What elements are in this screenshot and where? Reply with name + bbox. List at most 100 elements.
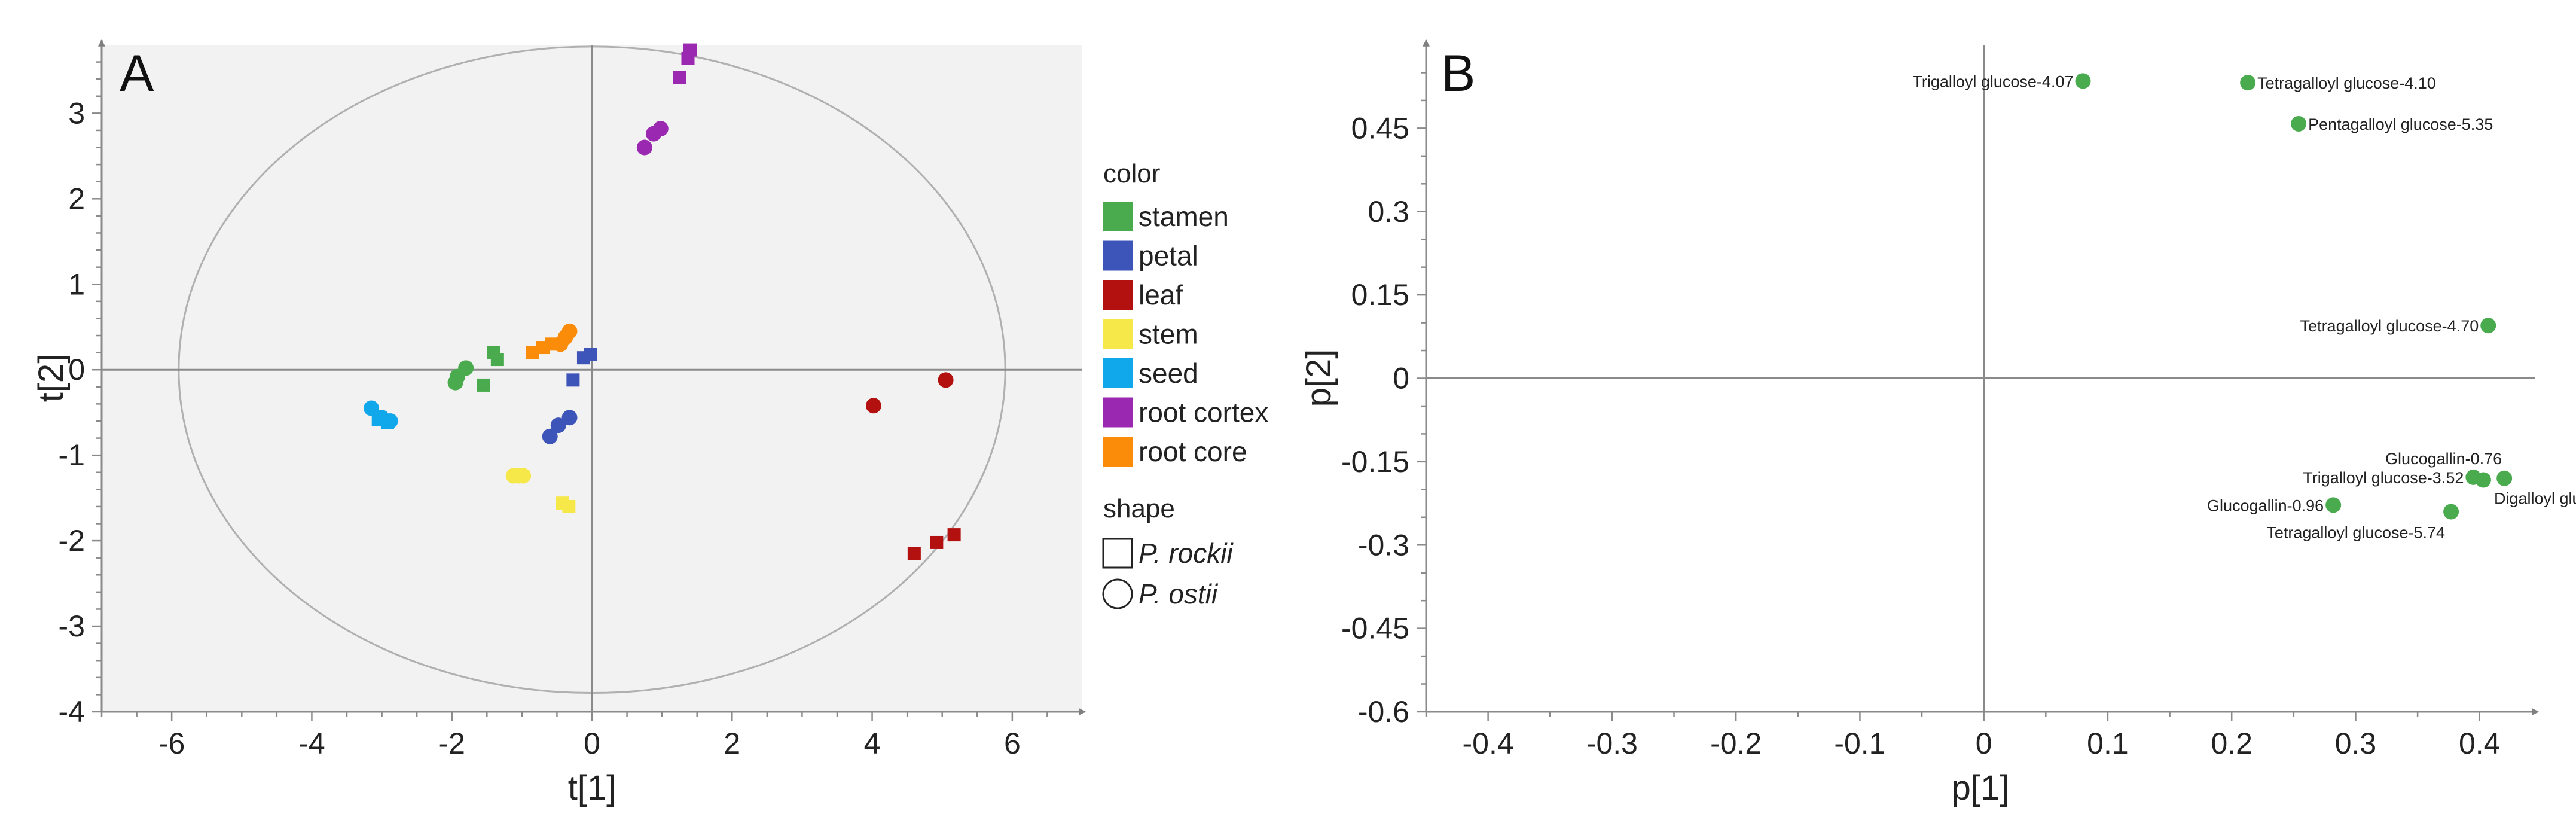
point-root-core-p-rockii (526, 346, 539, 359)
plot-b-x-tick-label: 0.3 (2335, 727, 2377, 760)
point-stem-p-rockii (562, 499, 576, 513)
point-leaf-p-rockii (907, 547, 921, 560)
plot-a-x-tick-label: -6 (158, 727, 185, 760)
plot-a-x-axis-label: t[1] (568, 769, 616, 807)
legend-shape-title: shape (1103, 494, 1175, 523)
point-leaf-p-ostii (865, 398, 881, 414)
plot-b-x-tick-label: -0.3 (1586, 727, 1638, 760)
plot-b-y-axis-label: p[2] (1299, 349, 1338, 407)
legend-swatch-root-cortex (1103, 397, 1133, 428)
legend-label-petal: petal (1139, 240, 1198, 272)
plot-a-y-tick-label: -3 (59, 609, 85, 643)
plot-a-x-tick-label: 6 (1004, 727, 1021, 760)
plot-a-ticks: -6 -4 -2 0 2 4 6 -4 -3 -2 -1 0 1 2 3 (59, 61, 1048, 760)
loading-label-pentagalloyl-glucose-5-35: Pentagalloyl glucose-5.35 (2308, 115, 2493, 133)
legend-label-p-rockii: P. rockii (1139, 538, 1234, 569)
plot-b-y-tick-label: -0.6 (1358, 695, 1409, 728)
plot-a-x-tick-label: 0 (584, 727, 600, 760)
plot-a-points (364, 43, 961, 560)
legend-swatch-root-core (1103, 437, 1133, 467)
legend-swatch-seed (1103, 358, 1133, 388)
point-petal-p-ostii (561, 410, 578, 426)
plot-a-x-tick-label: 4 (864, 727, 881, 760)
plot-b-y-tick-label: 0.3 (1368, 195, 1409, 228)
plot-a-x-tick-label: -4 (298, 727, 325, 760)
loading-point-digalloyl-glucose-1-92 (2475, 472, 2491, 488)
legend-label-stamen: stamen (1139, 201, 1229, 232)
loading-point-glucogallin-0-76 (2496, 470, 2513, 486)
plot-b-y-tick-label: 0.45 (1351, 111, 1409, 145)
point-petal-p-rockii (566, 373, 580, 387)
legend-shape-items: P. rockii P. ostii (1102, 538, 1234, 609)
panel-b-loading-plot: -0.4 -0.3 -0.2 -0.1 0 0.1 0.2 0.3 0.4 -0.6 -0.45 -0… (1299, 39, 2576, 807)
loading-point-tetragalloyl-glucose-5-74 (2443, 504, 2459, 520)
legend-label-leaf: leaf (1139, 279, 1183, 310)
loading-point-glucogallin-0-96 (2325, 497, 2342, 513)
point-petal-p-rockii (576, 351, 590, 365)
plot-a-y-tick-label: -1 (59, 438, 85, 472)
legend-swatch-leaf (1103, 280, 1133, 310)
point-leaf-p-rockii (930, 535, 944, 549)
legend-swatch-petal (1103, 240, 1133, 271)
point-stamen-p-ostii (458, 360, 474, 376)
legend-color-items: stamen petal leaf stem seed root cortex root c… (1103, 201, 1268, 467)
point-petal-p-ostii (542, 428, 558, 444)
point-petal-p-ostii (550, 417, 566, 434)
plot-b-x-tick-label: 0.2 (2211, 727, 2253, 760)
loading-label-trigalloyl-glucose-4-07: Trigalloyl glucose-4.07 (1912, 72, 2073, 90)
plot-b-y-tick-label: 0.15 (1351, 278, 1409, 312)
plot-a-y-tick-label: 0 (68, 353, 85, 386)
point-root-cortex-p-rockii (673, 71, 686, 84)
loading-point-tetragalloyl-glucose-4-70 (2480, 318, 2496, 334)
point-root-cortex-p-ostii (636, 139, 652, 156)
panel-a-label: A (120, 45, 154, 102)
loading-point-pentagalloyl-glucose-5-35 (2291, 115, 2307, 132)
plot-a-y-tick-label: -2 (59, 524, 85, 557)
point-seed-p-ostii (382, 413, 398, 429)
loading-label-glucogallin-0-76: Glucogallin-0.76 (2385, 450, 2502, 468)
legend-circle-icon (1102, 578, 1133, 609)
plot-b-y-tick-label: 0 (1393, 362, 1409, 395)
plot-b-axes (1423, 39, 2540, 715)
point-leaf-p-rockii (947, 528, 961, 542)
point-stamen-p-rockii (477, 378, 490, 392)
plot-b-points: Trigalloyl glucose-4.07 Tetragalloyl gluc… (1912, 72, 2576, 541)
legend-label-stem: stem (1139, 319, 1198, 350)
loading-label-tetragalloyl-glucose-4-70: Tetragalloyl glucose-4.70 (2300, 317, 2479, 335)
legend-swatch-stem (1103, 319, 1133, 349)
legend-swatch-stamen (1103, 202, 1133, 231)
legend-color-title: color (1103, 159, 1160, 188)
point-seed-p-ostii (364, 400, 379, 416)
plot-a-x-tick-label: -2 (438, 727, 465, 760)
legend-label-seed: seed (1139, 358, 1198, 389)
point-root-cortex-p-ostii (652, 121, 669, 137)
loading-point-trigalloyl-glucose-4-07 (2075, 73, 2091, 89)
plot-b-y-tick-label: -0.3 (1358, 528, 1409, 562)
plot-b-x-axis-label: p[1] (1952, 769, 2010, 807)
point-root-cortex-p-rockii (681, 51, 695, 65)
plot-a-y-tick-label: 1 (68, 267, 85, 301)
legend-label-root-core: root core (1139, 436, 1247, 467)
loading-label-tetragalloyl-glucose-5-74: Tetragalloyl glucose-5.74 (2266, 524, 2445, 542)
legend-label-root-cortex: root cortex (1139, 397, 1268, 428)
loading-point-tetragalloyl-glucose-4-10 (2240, 75, 2256, 91)
plot-b-x-tick-label: -0.1 (1834, 727, 1885, 760)
loading-label-tetragalloyl-glucose-4-10: Tetragalloyl glucose-4.10 (2257, 74, 2436, 92)
legend-square-icon (1102, 538, 1133, 569)
plot-b-x-tick-label: -0.4 (1463, 727, 1514, 760)
plot-b-ticks: -0.4 -0.3 -0.2 -0.1 0 0.1 0.2 0.3 0.4 -0.6 -0.45 -0… (1341, 72, 2500, 760)
point-stamen-p-rockii (490, 353, 504, 367)
plot-b-x-tick-label: 0 (1976, 727, 1992, 760)
plot-b-y-tick-label: -0.45 (1341, 612, 1409, 645)
loading-label-glucogallin-0-96: Glucogallin-0.96 (2207, 496, 2324, 514)
plot-b-y-tick-label: -0.15 (1341, 445, 1409, 478)
plot-b-x-tick-label: -0.2 (1710, 727, 1762, 760)
point-stem-p-ostii (515, 468, 532, 484)
plot-b-x-tick-label: 0.1 (2087, 727, 2129, 760)
plot-a-axes (98, 39, 1086, 715)
plot-a-x-tick-label: 2 (724, 727, 740, 760)
plot-a-y-tick-label: -4 (59, 695, 85, 728)
plot-a-y-tick-label: 2 (68, 182, 85, 215)
legend-label-p-ostii: P. ostii (1139, 578, 1219, 609)
